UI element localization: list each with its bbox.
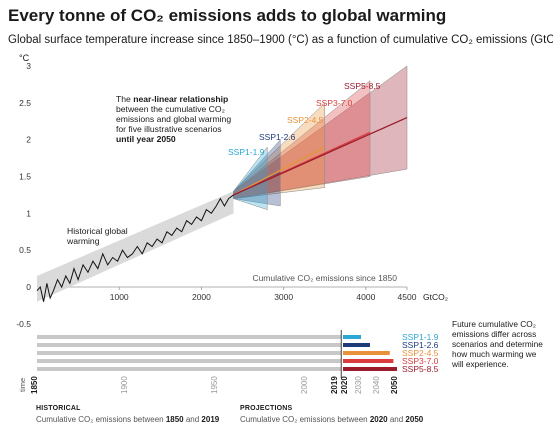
timeline-label-SSP3-7.0: SSP3-7.0 <box>402 356 439 366</box>
timeline-year-2040: 2040 <box>372 376 381 394</box>
y-tick-label: 3 <box>26 61 31 71</box>
projections-sub: Cumulative CO₂ emissions between <box>240 415 370 424</box>
x-tick-label: 2000 <box>192 292 211 302</box>
timeline-year-2030: 2030 <box>354 376 363 394</box>
timeline-label-SSP2-4.5: SSP2-4.5 <box>402 348 439 358</box>
timeline-label-SSP1-2.6: SSP1-2.6 <box>402 340 439 350</box>
timeline-year-2020: 2020 <box>340 376 349 394</box>
projections-label: PROJECTIONS <box>240 405 293 412</box>
historical-caption: HISTORICAL Cumulative CO₂ emissions betw… <box>36 405 220 424</box>
projections-end: 2050 <box>405 415 424 424</box>
timeline-hist-bar <box>37 351 342 355</box>
timeline-bar-SSP5-8.5 <box>343 367 397 371</box>
timeline-year-1900: 1900 <box>120 376 129 394</box>
future-annotation: Future cumulative CO₂ emissions differ a… <box>452 319 543 369</box>
timeline-label-SSP1-1.9: SSP1-1.9 <box>402 332 439 342</box>
historical-start: 1850 <box>165 415 184 424</box>
timeline-year-1850: 1850 <box>30 376 39 394</box>
scenario-line-SSP5-8.5 <box>233 116 408 196</box>
y-axis-label: °C <box>19 53 30 63</box>
y-tick-label: 2.5 <box>19 98 31 108</box>
x-tick-label: 4500 <box>398 292 417 302</box>
historical-end: 2019 <box>201 415 220 424</box>
scenario-label-SSP1-1.9: SSP1-1.9 <box>228 147 265 157</box>
timeline-year-2050: 2050 <box>390 376 399 394</box>
x-tick-label: 3000 <box>274 292 293 302</box>
scenario-label-SSP5-8.5: SSP5-8.5 <box>344 81 381 91</box>
scenario-range-SSP1-1.9 <box>233 146 268 210</box>
historical-range-band <box>37 191 234 302</box>
scenario-label-SSP2-4.5: SSP2-4.5 <box>287 115 324 125</box>
scenario-label-SSP3-7.0: SSP3-7.0 <box>316 98 353 108</box>
timeline-label-SSP5-8.5: SSP5-8.5 <box>402 364 439 374</box>
timeline-hist-bar <box>37 359 342 363</box>
scenario-label-SSP1-2.6: SSP1-2.6 <box>259 132 296 142</box>
historical-annotation: Historical global warming <box>67 226 128 246</box>
historical-line <box>36 194 234 302</box>
y-tick-label: 0.5 <box>19 245 31 255</box>
y-tick-label: 0 <box>26 282 31 292</box>
y-tick-label: -0.5 <box>16 319 31 329</box>
near-linear-text-4: until year 2050 <box>116 134 176 144</box>
y-tick-label: 1 <box>26 208 31 218</box>
projections-caption: PROJECTIONS Cumulative CO₂ emissions bet… <box>240 405 424 424</box>
scenario-line-SSP2-4.5 <box>233 146 326 196</box>
timeline-year-1950: 1950 <box>210 376 219 394</box>
x-tick-label: 4000 <box>356 292 375 302</box>
historical-label: HISTORICAL <box>36 405 81 412</box>
projections-start: 2020 <box>369 415 388 424</box>
timeline-bar-SSP1-2.6 <box>343 343 370 347</box>
timeline-bar-SSP2-4.5 <box>343 351 390 355</box>
timeline-bar-SSP3-7.0 <box>343 359 394 363</box>
timeline-axis-label: time <box>18 378 27 392</box>
timeline-hist-bar <box>37 335 342 339</box>
y-tick-label: 2 <box>26 135 31 145</box>
near-linear-text-3: between the cumulative CO₂ emissions and… <box>116 104 232 134</box>
timeline-year-2019: 2019 <box>330 376 339 394</box>
near-linear-text-2: near-linear relationship <box>133 94 229 104</box>
x-axis-label: GtCO₂ <box>423 292 448 302</box>
y-tick-label: 1.5 <box>19 172 31 182</box>
historical-sub: Cumulative CO₂ emissions between <box>36 415 166 424</box>
timeline-bar-SSP1-1.9 <box>343 335 361 339</box>
timeline-hist-bar <box>37 343 342 347</box>
chart-subtitle: Global surface temperature increase sinc… <box>8 34 553 46</box>
near-linear-annotation: The near-linear relationship between the… <box>116 94 234 144</box>
axis-note: Cumulative CO₂ emissions since 1850 <box>252 273 397 283</box>
timeline-hist-bar <box>37 367 342 371</box>
timeline-year-2000: 2000 <box>300 376 309 394</box>
x-tick-label: 1000 <box>110 292 129 302</box>
page-title: Every tonne of CO₂ emissions adds to glo… <box>8 6 447 25</box>
near-linear-text-1: The <box>116 94 134 104</box>
